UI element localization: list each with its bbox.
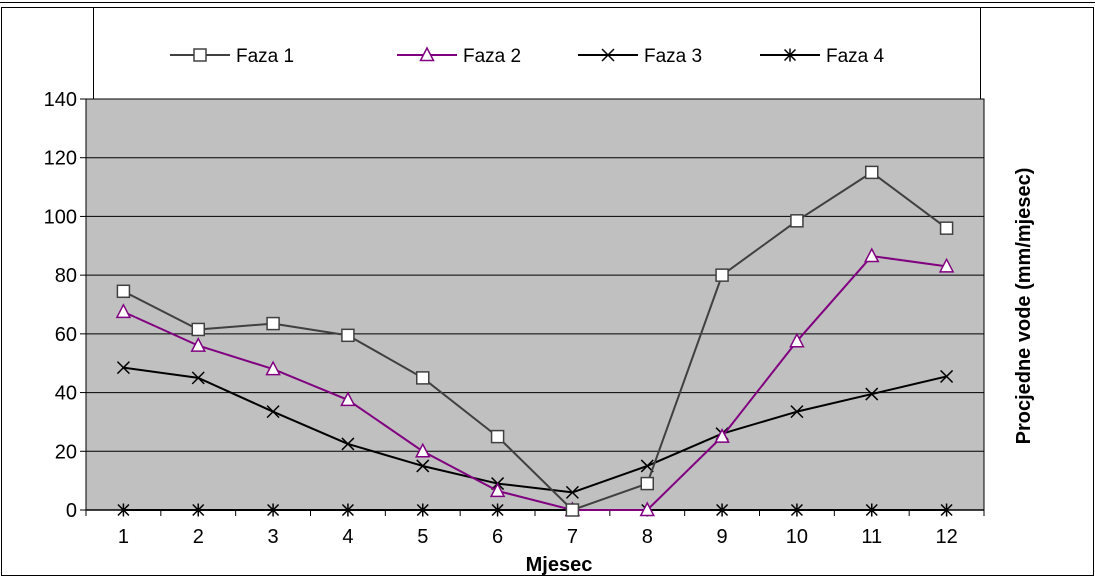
- data-point: [267, 503, 280, 517]
- data-point: [341, 328, 355, 343]
- series-faza-3: [116, 361, 954, 499]
- data-point: [565, 503, 580, 517]
- series-line: [123, 366, 947, 494]
- data-point: [639, 501, 655, 517]
- y-tick-label: 80: [55, 265, 77, 287]
- data-point: [790, 214, 804, 228]
- data-point: [416, 371, 430, 385]
- data-point: [714, 427, 730, 443]
- legend-entry: Faza 4: [760, 46, 885, 67]
- data-series: [115, 165, 955, 517]
- data-point: [116, 284, 131, 299]
- data-point: [491, 503, 504, 517]
- y-tick-label: 60: [55, 324, 77, 346]
- legend-label: Faza 4: [826, 46, 885, 67]
- legend-marker: [419, 46, 435, 62]
- data-point: [640, 476, 654, 491]
- legend-marker: [601, 48, 615, 62]
- gridlines: [86, 157, 984, 452]
- data-point: [940, 503, 953, 517]
- data-point: [715, 268, 729, 282]
- data-point: [865, 503, 878, 517]
- data-point: [191, 322, 205, 337]
- x-tick-label: 3: [268, 526, 279, 548]
- series-line: [122, 171, 948, 511]
- y-tick-label: 140: [44, 89, 77, 111]
- y-tick-label: 0: [66, 500, 77, 522]
- legend-entry: Faza 2: [397, 46, 521, 67]
- x-tick-label: 2: [193, 526, 204, 548]
- data-point: [789, 332, 805, 348]
- data-point: [490, 429, 505, 444]
- data-point: [192, 503, 205, 517]
- legend-box: [93, 7, 981, 100]
- x-tick-label: 1: [118, 526, 129, 548]
- x-tick-label: 4: [342, 526, 353, 548]
- data-point: [940, 369, 954, 383]
- data-point: [266, 405, 280, 419]
- y-axis-title: Procjedne vode (mm/mjesec): [1013, 168, 1035, 445]
- legend-entry: Faza 1: [170, 46, 294, 67]
- x-tick-label: 8: [642, 526, 653, 548]
- y-tick-label: 120: [44, 148, 77, 170]
- y-tick-label: 40: [55, 383, 77, 405]
- data-point: [790, 405, 804, 419]
- x-tick-label: 6: [492, 526, 503, 548]
- data-point: [190, 336, 206, 352]
- legend: Faza 1 Faza 2 Faza 3 Faza 4: [170, 46, 885, 67]
- series-line: [123, 255, 947, 511]
- y-tick-label: 100: [44, 206, 77, 228]
- x-axis-title: Mjesec: [526, 554, 593, 576]
- data-point: [565, 485, 579, 499]
- x-tick-label: 12: [935, 526, 957, 548]
- data-point: [939, 221, 954, 235]
- series-faza-2: [115, 247, 955, 517]
- data-point: [415, 442, 431, 458]
- legend-marker: [783, 48, 797, 62]
- data-point: [266, 316, 280, 331]
- x-tick-label: 10: [786, 526, 808, 548]
- data-point: [191, 371, 205, 385]
- data-point: [116, 361, 130, 375]
- data-point: [117, 503, 130, 517]
- legend-label: Faza 2: [463, 46, 521, 67]
- data-point: [865, 165, 879, 180]
- legend-label: Faza 1: [236, 46, 294, 67]
- data-point: [938, 257, 955, 273]
- legend-label: Faza 3: [644, 46, 702, 67]
- data-point: [340, 391, 356, 407]
- data-point: [489, 482, 506, 498]
- data-point: [416, 459, 430, 473]
- plot-area: [85, 98, 985, 511]
- y-tick-label: 20: [55, 441, 77, 463]
- data-point: [341, 503, 354, 517]
- legend-marker: [193, 48, 207, 62]
- x-tick-label: 11: [861, 526, 882, 548]
- x-tick-label: 9: [717, 526, 728, 548]
- data-point: [865, 387, 879, 401]
- data-point: [416, 503, 429, 517]
- x-tick-label: 5: [417, 526, 428, 548]
- series-faza-1: [116, 165, 954, 517]
- data-point: [790, 503, 803, 517]
- data-point: [115, 303, 132, 319]
- data-point: [265, 360, 281, 376]
- data-point: [864, 247, 880, 263]
- x-tick-label: 7: [567, 526, 578, 548]
- legend-entry: Faza 3: [578, 46, 702, 67]
- data-point: [716, 503, 729, 517]
- data-point: [341, 437, 355, 451]
